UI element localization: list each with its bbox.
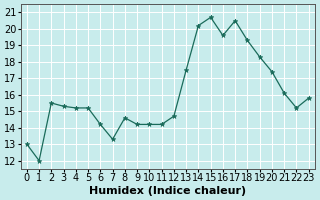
- X-axis label: Humidex (Indice chaleur): Humidex (Indice chaleur): [89, 186, 246, 196]
